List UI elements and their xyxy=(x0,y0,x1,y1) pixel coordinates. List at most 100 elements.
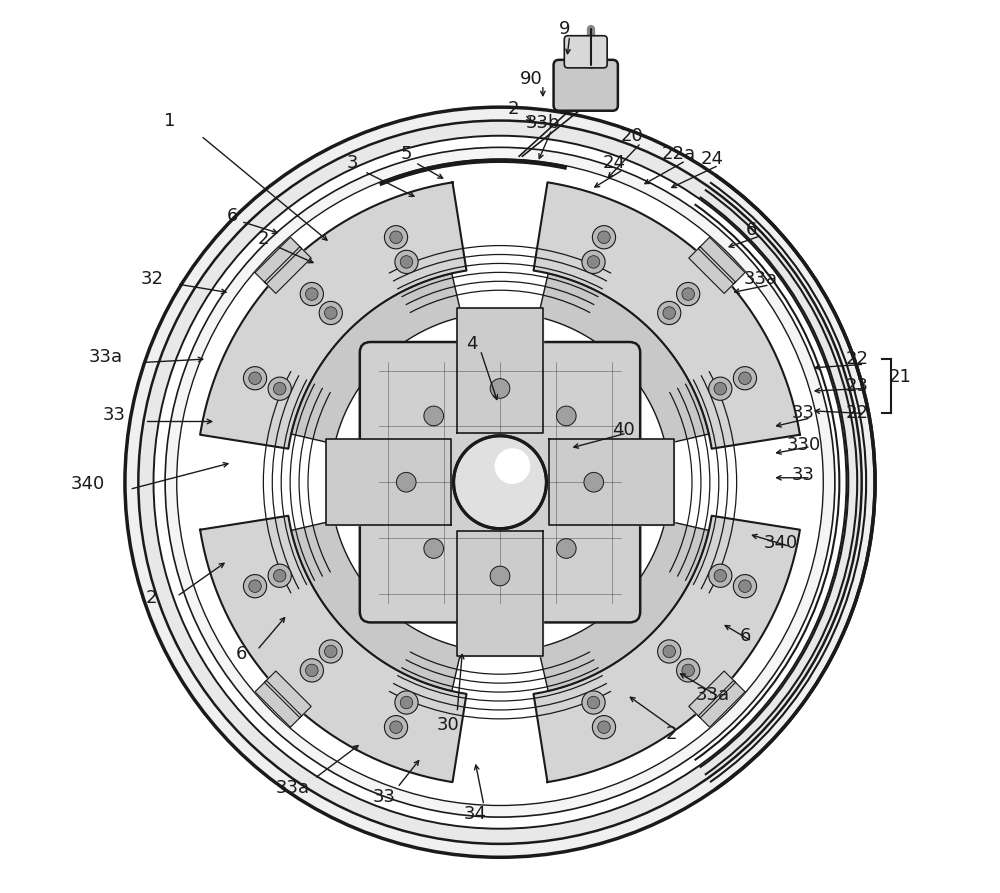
Circle shape xyxy=(556,406,576,426)
Text: 6: 6 xyxy=(746,221,758,239)
Polygon shape xyxy=(255,680,302,727)
Text: 6: 6 xyxy=(226,207,238,225)
Circle shape xyxy=(682,288,694,300)
Circle shape xyxy=(592,226,616,249)
Polygon shape xyxy=(291,521,462,691)
Circle shape xyxy=(306,288,318,300)
Circle shape xyxy=(243,367,267,390)
Circle shape xyxy=(582,691,605,714)
Polygon shape xyxy=(538,273,709,444)
Text: 5: 5 xyxy=(400,145,412,163)
Circle shape xyxy=(677,659,700,682)
Polygon shape xyxy=(698,680,745,727)
Text: 24: 24 xyxy=(701,150,724,168)
Text: 33: 33 xyxy=(103,406,126,424)
Circle shape xyxy=(592,715,616,739)
Polygon shape xyxy=(549,439,674,525)
Circle shape xyxy=(454,436,546,529)
Circle shape xyxy=(658,640,681,663)
Circle shape xyxy=(390,721,402,733)
Text: 33: 33 xyxy=(792,466,815,484)
Text: 33a: 33a xyxy=(88,348,122,366)
Text: 2: 2 xyxy=(666,725,677,743)
Text: 33a: 33a xyxy=(276,779,310,797)
Circle shape xyxy=(587,697,600,709)
Text: 20: 20 xyxy=(621,127,644,145)
Circle shape xyxy=(249,580,261,592)
Polygon shape xyxy=(457,531,543,656)
Text: 90: 90 xyxy=(520,70,543,88)
Polygon shape xyxy=(264,671,311,718)
Circle shape xyxy=(390,231,402,244)
Circle shape xyxy=(658,301,681,324)
Circle shape xyxy=(319,640,342,663)
Polygon shape xyxy=(538,521,709,691)
Polygon shape xyxy=(689,246,736,294)
Polygon shape xyxy=(326,439,451,525)
Text: 33a: 33a xyxy=(695,686,730,704)
Circle shape xyxy=(582,250,605,273)
Circle shape xyxy=(714,570,727,582)
Circle shape xyxy=(325,646,337,658)
Text: 30: 30 xyxy=(437,716,460,734)
FancyBboxPatch shape xyxy=(554,60,618,111)
Text: 21: 21 xyxy=(889,368,912,386)
Text: 330: 330 xyxy=(786,436,821,454)
Polygon shape xyxy=(255,238,302,284)
Text: 22: 22 xyxy=(846,404,869,421)
Circle shape xyxy=(400,255,413,268)
Polygon shape xyxy=(264,246,311,294)
Text: 340: 340 xyxy=(764,534,798,552)
Circle shape xyxy=(268,564,291,588)
Polygon shape xyxy=(698,238,745,284)
Circle shape xyxy=(268,377,291,400)
Circle shape xyxy=(273,382,286,395)
Polygon shape xyxy=(457,308,543,433)
Text: 2: 2 xyxy=(258,230,269,248)
Polygon shape xyxy=(200,516,466,782)
Polygon shape xyxy=(689,671,736,718)
Circle shape xyxy=(714,382,727,395)
Circle shape xyxy=(177,159,823,805)
Text: 40: 40 xyxy=(612,421,635,439)
Circle shape xyxy=(587,255,600,268)
Circle shape xyxy=(733,574,757,597)
Circle shape xyxy=(556,538,576,558)
Circle shape xyxy=(300,659,323,682)
Circle shape xyxy=(733,367,757,390)
Circle shape xyxy=(125,107,875,857)
Circle shape xyxy=(243,574,267,597)
Circle shape xyxy=(306,664,318,677)
Text: 22: 22 xyxy=(846,350,869,368)
FancyBboxPatch shape xyxy=(360,342,640,622)
Circle shape xyxy=(677,282,700,305)
Circle shape xyxy=(319,301,342,324)
Circle shape xyxy=(384,715,408,739)
Circle shape xyxy=(598,231,610,244)
Circle shape xyxy=(396,472,416,492)
Polygon shape xyxy=(291,273,462,444)
Text: 23: 23 xyxy=(846,377,869,395)
Text: 6: 6 xyxy=(740,627,751,645)
Circle shape xyxy=(709,564,732,588)
Circle shape xyxy=(663,306,675,319)
Circle shape xyxy=(273,570,286,582)
Text: 33: 33 xyxy=(372,788,395,805)
Text: 4: 4 xyxy=(466,335,477,353)
Text: 3: 3 xyxy=(347,154,358,171)
Text: 24: 24 xyxy=(603,154,626,171)
Circle shape xyxy=(249,372,261,385)
Circle shape xyxy=(325,306,337,319)
Text: 33b: 33b xyxy=(526,114,560,132)
Text: 2: 2 xyxy=(508,100,519,118)
Text: 340: 340 xyxy=(70,475,105,493)
Text: 34: 34 xyxy=(463,805,486,823)
Circle shape xyxy=(598,721,610,733)
Circle shape xyxy=(424,406,444,426)
Circle shape xyxy=(584,472,604,492)
Circle shape xyxy=(384,226,408,249)
Circle shape xyxy=(739,580,751,592)
Circle shape xyxy=(663,646,675,658)
FancyBboxPatch shape xyxy=(564,36,607,68)
Circle shape xyxy=(709,377,732,400)
